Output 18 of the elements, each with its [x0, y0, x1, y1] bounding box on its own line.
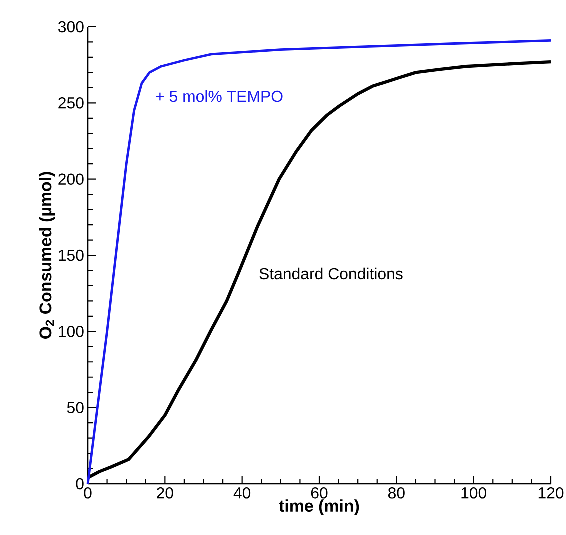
x-tick-label: 60	[311, 488, 328, 499]
x-tick-label: 20	[157, 488, 174, 499]
y-tick-label: 50	[67, 402, 84, 414]
y-axis-title: O$_{2}$ Consumed (µmol)	[39, 172, 56, 339]
x-tick-label: 80	[388, 488, 405, 499]
y-tick-label: 250	[58, 98, 84, 109]
series-label: + 5 mol% TEMPO	[156, 90, 283, 102]
x-tick-label: 120	[538, 488, 564, 499]
x-axis-title: time (min)	[279, 500, 360, 516]
series-label: Standard Conditions	[260, 268, 403, 280]
y-tick-label: 100	[59, 326, 84, 338]
y-tick-label: 200	[58, 174, 84, 185]
x-tick-label: 40	[234, 488, 251, 499]
y-tick-label: 150	[59, 250, 84, 262]
y-tick-label: 300	[58, 21, 84, 33]
x-tick-label: 100	[462, 488, 486, 499]
y-tick-label: 0	[76, 478, 84, 490]
x-tick-label: 0	[84, 488, 92, 499]
